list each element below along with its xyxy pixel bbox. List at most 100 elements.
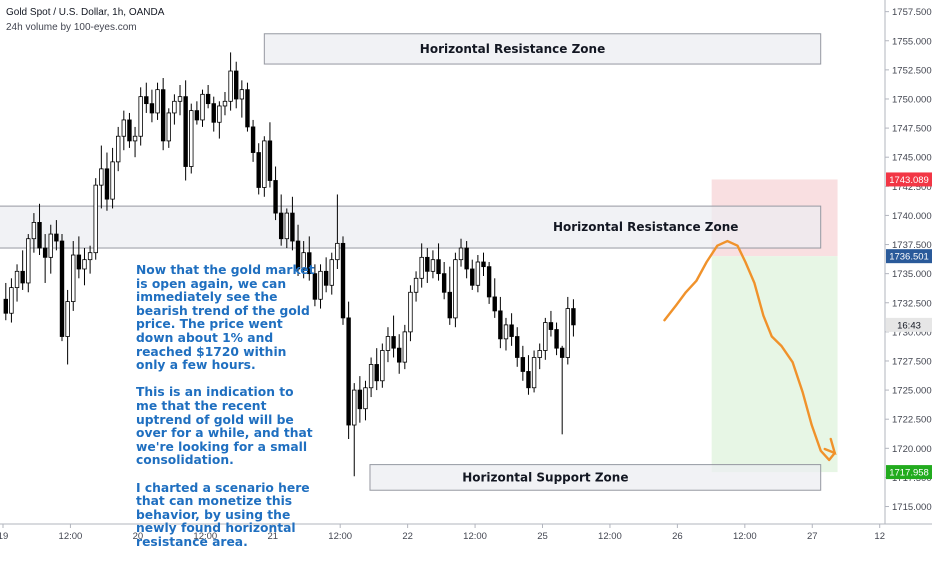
candle-body: [211, 103, 216, 123]
candle-body: [37, 222, 42, 249]
price-badge-label: 16:43: [897, 320, 921, 331]
candle-body: [498, 310, 503, 340]
candle-body: [104, 168, 110, 200]
y-tick-label: 1752.500: [892, 65, 932, 76]
candle-body: [335, 242, 340, 261]
candle-body: [312, 273, 318, 300]
candle-body: [160, 89, 166, 142]
x-tick-label: 12:00: [59, 531, 83, 542]
x-tick-label: 12:00: [328, 531, 352, 542]
candle-body: [453, 259, 458, 319]
candle-body: [99, 168, 104, 186]
candle-body: [374, 364, 379, 382]
candle-body: [470, 268, 475, 286]
candle-body: [290, 212, 295, 242]
candle-body: [71, 254, 76, 302]
price-badge-label: 1743.089: [889, 175, 929, 186]
candle-body: [486, 266, 492, 298]
candle-body: [323, 270, 329, 286]
price-badge: [886, 317, 932, 332]
candle-body: [48, 233, 53, 258]
candle-body: [239, 89, 245, 100]
price-badge: [886, 249, 932, 264]
candle-body: [222, 100, 228, 107]
symbol-title: Gold Spot / U.S. Dollar, 1h, OANDA: [6, 7, 165, 18]
candle-body: [481, 261, 486, 268]
candle-body: [447, 291, 452, 319]
candle-body: [402, 331, 408, 363]
candle-body: [149, 103, 155, 114]
candle-body: [284, 212, 289, 240]
candle-body: [194, 110, 200, 121]
analysis-note: Now that the gold market is open again, …: [136, 263, 316, 563]
candle-body: [515, 336, 520, 358]
candle-body: [565, 308, 570, 358]
candle-body: [200, 93, 205, 121]
note-paragraph-2: This is an indication to me that the rec…: [136, 385, 313, 468]
price-badge-label: 1736.501: [889, 252, 929, 263]
candle-body: [464, 247, 469, 270]
candle-body: [76, 254, 82, 270]
y-tick-label: 1755.000: [892, 36, 932, 47]
candle-body: [278, 212, 284, 240]
x-tick-label: 12:00: [733, 531, 757, 542]
candle-body: [144, 96, 149, 105]
y-tick-label: 1727.500: [892, 356, 932, 367]
candle-body: [127, 119, 132, 142]
x-tick-label: 19: [0, 531, 8, 542]
x-tick-label: 27: [807, 531, 818, 542]
zone-label-1: Horizontal Resistance Zone: [420, 42, 605, 56]
zone-2: [0, 205, 822, 249]
candle-body: [301, 252, 306, 270]
candle-body: [419, 256, 424, 279]
x-tick-label: 26: [672, 531, 683, 542]
candle-body: [329, 259, 334, 286]
note-paragraph-1: Now that the gold market is open again, …: [136, 263, 315, 373]
take-profit-zone: [711, 256, 838, 473]
candle-body: [262, 140, 267, 188]
x-tick-label: 12:00: [193, 531, 217, 542]
y-tick-label: 1740.000: [892, 211, 932, 222]
candle-body: [520, 357, 526, 372]
projection-path: [663, 239, 836, 462]
candle-body: [138, 96, 143, 137]
x-tick-label: 22: [402, 531, 413, 542]
candle-body: [503, 324, 509, 340]
candle-body: [391, 336, 396, 349]
candle-body: [20, 270, 25, 284]
x-tick-label: 20: [133, 531, 144, 542]
y-tick-label: 1757.500: [892, 7, 932, 18]
candle-body: [217, 105, 222, 123]
price-chart[interactable]: Horizontal Resistance Zone Horizontal Res…: [0, 0, 932, 550]
candle-body: [295, 240, 301, 270]
candles-group: [3, 52, 576, 477]
candle-body: [172, 100, 177, 114]
candle-body: [273, 180, 278, 214]
candle-body: [166, 112, 171, 142]
candle-body: [408, 291, 413, 333]
candle-body: [31, 222, 37, 240]
indicator-title: 24h volume by 100-eyes.com: [6, 22, 137, 33]
candle-body: [82, 259, 87, 270]
candle-body: [357, 389, 363, 410]
candle-body: [436, 259, 441, 275]
y-tick-label: 1715.000: [892, 502, 932, 513]
y-tick-label: 1732.500: [892, 298, 932, 309]
candle-body: [441, 273, 447, 293]
candle-body: [509, 324, 514, 337]
candle-body: [14, 270, 20, 289]
candle-body: [3, 298, 8, 314]
zone-3: [369, 464, 822, 491]
candle-body: [385, 336, 391, 351]
candle-body: [430, 259, 436, 272]
y-tick-label: 1735.000: [892, 269, 932, 280]
candle-body: [368, 364, 374, 389]
candle-body: [132, 135, 138, 142]
candle-body: [352, 389, 357, 426]
candle-body: [318, 270, 323, 300]
candle-body: [228, 70, 233, 102]
y-tick-label: 1737.500: [892, 240, 932, 251]
candle-body: [425, 256, 430, 272]
y-tick-label: 1730.000: [892, 327, 932, 338]
candle-body: [189, 110, 194, 167]
